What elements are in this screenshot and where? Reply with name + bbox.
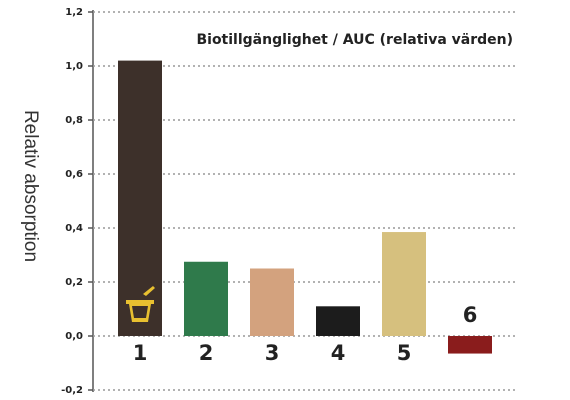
y-tick-label: 0,0	[65, 331, 83, 342]
y-tick-label: 1,0	[65, 61, 83, 72]
mortar-icon	[126, 286, 155, 322]
bar	[250, 268, 294, 336]
x-tick-label: 5	[397, 341, 412, 365]
x-tick-label: 3	[265, 341, 280, 365]
x-tick-label: 6	[463, 303, 478, 327]
bar	[448, 336, 492, 354]
y-tick-label: 0,8	[65, 115, 83, 126]
bar	[184, 261, 228, 336]
y-tick-label: 0,2	[65, 277, 83, 288]
bar	[382, 232, 426, 336]
bar	[316, 306, 360, 336]
y-tick-label: 0,6	[65, 169, 83, 180]
x-tick-label: 1	[133, 341, 148, 365]
y-tick-label: 0,4	[65, 223, 83, 234]
y-tick-label: -0,2	[61, 385, 83, 396]
bar	[118, 60, 162, 336]
x-tick-label: 2	[199, 341, 214, 365]
chart-title: Biotillgänglighet / AUC (relativa värden…	[196, 32, 513, 48]
x-tick-label: 4	[331, 341, 346, 365]
y-tick-label: 1,2	[65, 7, 83, 18]
y-axis-label: Relativ absorption	[20, 110, 41, 262]
